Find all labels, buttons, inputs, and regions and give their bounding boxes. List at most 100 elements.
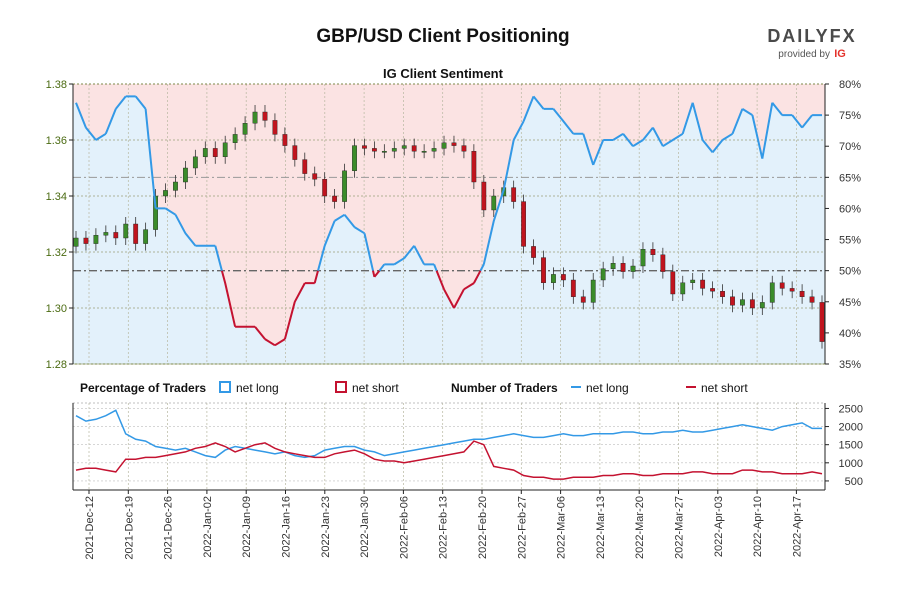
candle-down <box>481 181 487 211</box>
candle-up <box>352 145 357 172</box>
candle-up <box>252 111 258 124</box>
percentage-tick-label: 45% <box>839 297 861 309</box>
candle-down <box>302 159 308 174</box>
legend-pct-long-swatch <box>219 381 231 393</box>
date-tick-label: 2021-Dec-26 <box>163 496 175 560</box>
candle-up <box>590 279 596 303</box>
candle-down <box>660 254 666 272</box>
count-tick-label: 2500 <box>839 403 863 415</box>
traders-count-axis: 500 1000 1500 2000 2500 <box>825 403 863 488</box>
candle-down <box>332 195 338 202</box>
price-tick-label: 1.36 <box>46 135 67 147</box>
date-tick-label: 2022-Jan-30 <box>359 496 371 558</box>
candle-up <box>640 248 646 267</box>
legend-pct-short-swatch <box>335 381 347 393</box>
candle-up <box>183 167 188 183</box>
candle-up <box>391 148 397 152</box>
candle-up <box>342 170 347 202</box>
candle-down <box>560 274 566 281</box>
candle-down <box>710 288 715 292</box>
sentiment-lines <box>75 95 822 347</box>
candle-down <box>819 302 825 342</box>
dailyfx-logo: DAILYFX provided by IG <box>767 26 856 60</box>
date-axis: 2021-Dec-12 2021-Dec-19 2021-Dec-26 2022-Ja… <box>84 490 803 560</box>
price-tick-label: 1.30 <box>46 303 67 315</box>
price-axis: 1.28 1.30 1.32 1.34 1.36 1.38 <box>46 79 73 371</box>
candle-down <box>272 120 278 135</box>
candle-down <box>570 279 576 297</box>
legend-pct-short-label: net short <box>352 381 399 395</box>
date-tick-label: 2022-Feb-13 <box>438 496 450 559</box>
date-tick-label: 2022-Apr-17 <box>791 496 803 557</box>
date-tick-label: 2022-Jan-02 <box>202 496 214 558</box>
candle-up <box>381 150 387 153</box>
ig-logo-text: IG <box>834 48 846 60</box>
candle-up <box>192 156 198 169</box>
traders-panel-grid <box>73 403 825 490</box>
candle-down <box>372 148 377 152</box>
percentage-tick-label: 80% <box>839 79 861 91</box>
percentage-axis: 35% 40% 45% 50% 55% 60% 65% 70% 75% 80% <box>825 79 861 371</box>
candle-up <box>123 223 129 239</box>
legend-pct-long-label: net long <box>236 381 279 395</box>
candle-up <box>222 142 228 158</box>
price-tick-label: 1.32 <box>46 247 67 259</box>
candle-down <box>531 246 536 258</box>
candle-down <box>292 145 298 160</box>
candle-down <box>799 291 805 298</box>
traders-panel-frame <box>72 402 826 491</box>
candle-down <box>730 296 735 306</box>
count-tick-label: 1000 <box>839 458 863 470</box>
candle-down <box>521 201 527 247</box>
candle-up <box>232 134 238 143</box>
candle-up <box>153 195 158 230</box>
candle-down <box>451 142 457 146</box>
candle-down <box>580 296 586 303</box>
candle-up <box>202 148 208 157</box>
candle-down <box>809 296 815 303</box>
count-tick-label: 2000 <box>839 422 863 434</box>
date-tick-label: 2022-Jan-23 <box>320 496 332 558</box>
date-tick-label: 2022-Mar-13 <box>595 496 607 559</box>
candle-down <box>113 232 119 239</box>
candle-down <box>720 291 725 298</box>
candle-up <box>173 181 178 191</box>
candle-up <box>143 229 149 244</box>
price-tick-label: 1.34 <box>46 191 67 203</box>
count-tick-label: 1500 <box>839 440 863 452</box>
chart-subtitle: IG Client Sentiment <box>383 66 504 81</box>
price-panel-grid <box>73 83 825 365</box>
candle-up <box>431 148 437 152</box>
legend-count-short-label: net short <box>701 381 748 395</box>
count-tick-label: 500 <box>845 476 863 488</box>
candle-up <box>441 142 447 149</box>
candle-down <box>411 145 417 152</box>
candle-down <box>779 282 785 289</box>
date-tick-label: 2021-Dec-19 <box>123 496 135 560</box>
legend-percentage-title: Percentage of Traders <box>80 381 206 395</box>
percentage-tick-label: 40% <box>839 328 861 340</box>
logo-text: DAILYFX <box>767 26 856 46</box>
candle-down <box>212 148 218 157</box>
candle-up <box>491 195 497 211</box>
percentage-tick-label: 55% <box>839 235 861 247</box>
candle-up <box>401 145 407 149</box>
candle-up <box>103 232 109 236</box>
candle-down <box>262 111 268 121</box>
sentiment-reference-lines <box>73 176 825 272</box>
price-tick-label: 1.28 <box>46 359 67 371</box>
legend-count-title: Number of Traders <box>451 381 558 395</box>
candle-up <box>242 122 248 135</box>
candle-down <box>511 187 517 202</box>
date-tick-label: 2021-Dec-12 <box>84 496 96 560</box>
candle-up <box>73 237 79 247</box>
price-panel-background <box>73 84 825 365</box>
date-tick-label: 2022-Mar-20 <box>634 496 646 559</box>
legend-count-long-label: net long <box>586 381 629 395</box>
candle-down <box>670 271 676 295</box>
date-tick-label: 2022-Feb-20 <box>477 496 489 559</box>
candle-down <box>282 134 288 146</box>
candle-up <box>690 279 696 283</box>
candle-down <box>362 145 367 149</box>
candle-down <box>471 150 477 183</box>
